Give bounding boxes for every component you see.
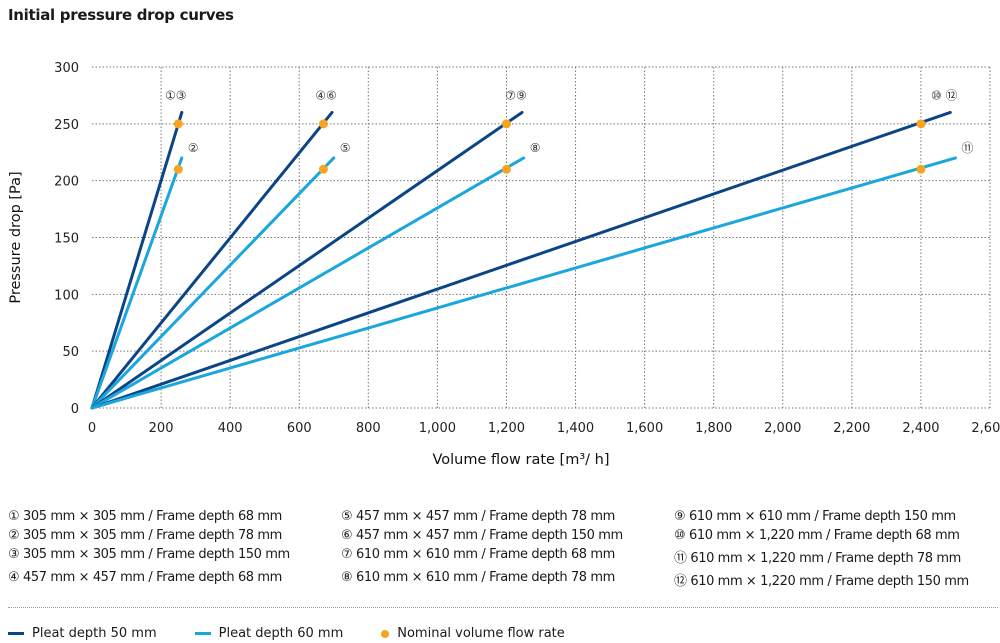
x-tick-label: 1,800 xyxy=(695,421,732,436)
nominal-point xyxy=(501,119,511,129)
nominal-point xyxy=(501,164,511,174)
note-4: ④ 457 mm × 457 mm / Frame depth 68 mm xyxy=(8,570,282,585)
curve-label: ⑩ ⑫ xyxy=(931,88,958,102)
nominal-point xyxy=(173,119,183,129)
series-line xyxy=(90,110,952,410)
y-tick-label: 50 xyxy=(62,345,79,360)
note-10: ⑩ 610 mm × 1,220 mm / Frame depth 68 mm xyxy=(674,528,960,543)
legend-item-pleat60: Pleat depth 60 mm xyxy=(194,626,344,641)
legend-label: Pleat depth 50 mm xyxy=(32,626,157,641)
legend-item-nominal: Nominal volume flow rate xyxy=(381,626,565,641)
curve-label: ⑪ xyxy=(961,141,973,155)
y-tick-label: 100 xyxy=(54,288,79,303)
x-tick-label: 2,600 xyxy=(971,421,1000,436)
x-tick-label: 1,400 xyxy=(557,421,594,436)
plot-area: 0 50 100 150 200 250 300 0 200 400 600 800 1,000 1,20… xyxy=(8,61,1000,468)
legend-label: Nominal volume flow rate xyxy=(397,626,565,641)
legend: Pleat depth 50 mm Pleat depth 60 mm Nomi… xyxy=(8,626,565,641)
curve-label: ⑦⑨ xyxy=(505,88,527,102)
y-axis-label: Pressure drop [Pa] xyxy=(8,171,24,303)
curve-label: ② xyxy=(188,141,199,155)
series-line xyxy=(90,156,184,410)
y-tick-label: 150 xyxy=(54,232,79,247)
x-tick-label: 1,600 xyxy=(626,421,663,436)
note-6: ⑥ 457 mm × 457 mm / Frame depth 150 mm xyxy=(341,528,623,543)
note-1: ① 305 mm × 305 mm / Frame depth 68 mm xyxy=(8,509,282,524)
legend-label: Pleat depth 60 mm xyxy=(218,626,344,641)
x-tick-label: 2,000 xyxy=(764,421,801,436)
note-9: ⑨ 610 mm × 610 mm / Frame depth 150 mm xyxy=(674,509,956,524)
series-line xyxy=(90,156,526,410)
note-5: ⑤ 457 mm × 457 mm / Frame depth 78 mm xyxy=(341,509,615,524)
x-tick-label: 600 xyxy=(287,421,312,436)
x-tick-label: 2,200 xyxy=(833,421,870,436)
x-tick-label: 200 xyxy=(149,421,174,436)
x-tick-label: 1,200 xyxy=(488,421,525,436)
divider xyxy=(8,607,998,608)
series-line xyxy=(90,110,334,410)
series-line xyxy=(90,156,336,410)
note-3: ③ 305 mm × 305 mm / Frame depth 150 mm xyxy=(8,547,290,562)
series-line xyxy=(90,110,184,410)
y-tick-label: 250 xyxy=(54,118,79,133)
y-tick-label: 200 xyxy=(54,175,79,190)
size-notes: ① 305 mm × 305 mm / Frame depth 68 mm ⑤ … xyxy=(8,509,998,589)
chart-title: Initial pressure drop curves xyxy=(8,6,234,24)
nominal-point xyxy=(318,119,328,129)
curve-label: ⑤ xyxy=(340,141,351,155)
curve-label: ④⑥ xyxy=(315,88,337,102)
note-8: ⑧ 610 mm × 610 mm / Frame depth 78 mm xyxy=(341,570,615,585)
x-tick-label: 800 xyxy=(356,421,381,436)
x-tick-label: 1,000 xyxy=(419,421,456,436)
x-axis-label: Volume flow rate [m³/ h] xyxy=(432,452,609,468)
x-tick-label: 0 xyxy=(88,421,96,436)
nominal-point xyxy=(173,164,183,174)
note-11: ⑪ 610 mm × 1,220 mm / Frame depth 78 mm xyxy=(674,551,961,566)
curve-label: ①③ xyxy=(165,88,187,102)
legend-item-pleat50: Pleat depth 50 mm xyxy=(8,626,157,641)
series-line xyxy=(90,156,957,410)
light-line-swatch-icon xyxy=(194,632,211,635)
dark-line-swatch-icon xyxy=(8,632,24,635)
curve-label: ⑧ xyxy=(530,141,541,155)
note-7: ⑦ 610 mm × 610 mm / Frame depth 68 mm xyxy=(341,547,615,562)
nominal-point xyxy=(318,164,328,174)
note-2: ② 305 mm × 305 mm / Frame depth 78 mm xyxy=(8,528,282,543)
note-12: ⑫ 610 mm × 1,220 mm / Frame depth 150 mm xyxy=(674,574,969,589)
orange-dot-icon xyxy=(381,629,390,638)
nominal-point xyxy=(916,119,926,129)
nominal-point xyxy=(916,164,926,174)
x-tick-label: 400 xyxy=(218,421,243,436)
y-tick-label: 300 xyxy=(54,61,79,76)
y-tick-label: 0 xyxy=(71,402,79,417)
series-line xyxy=(90,110,524,410)
x-tick-label: 2,400 xyxy=(902,421,939,436)
